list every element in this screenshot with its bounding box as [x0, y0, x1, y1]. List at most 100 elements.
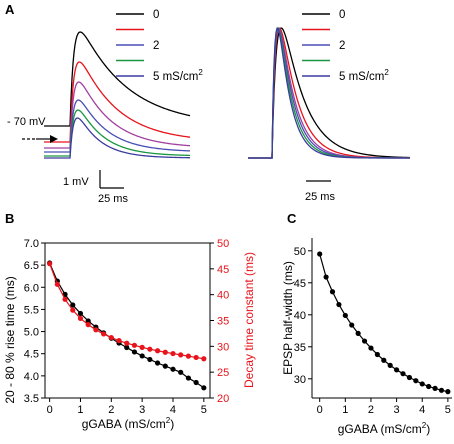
c-ytick-label: 40	[294, 310, 306, 322]
legend-label: 2	[339, 40, 345, 52]
b-point	[185, 375, 192, 381]
c-xtick-label: 4	[419, 404, 425, 416]
trace-left	[44, 81, 191, 149]
b-ytick-label: 4.5	[24, 349, 39, 361]
b-ytick-right-label: 35	[217, 316, 229, 328]
c-point	[355, 330, 361, 336]
trace-right	[248, 27, 410, 159]
b-xtick-label: 4	[170, 404, 176, 416]
legend-label: 0	[339, 9, 345, 21]
b-point	[162, 349, 168, 355]
b-point	[70, 302, 76, 308]
c-xtick-label: 5	[445, 404, 451, 416]
b-point	[100, 331, 107, 337]
scale-voltage-label: 1 mV	[63, 176, 89, 188]
b-series-line	[49, 262, 205, 389]
c-series-line	[319, 253, 448, 393]
b-point	[201, 385, 207, 391]
legend-label: 2	[153, 40, 159, 52]
b-point	[47, 261, 53, 267]
trace-left	[44, 31, 191, 127]
c-point	[419, 381, 425, 387]
b-xtick-label: 3	[139, 404, 145, 416]
resting-potential-label: - 70 mV	[7, 116, 46, 128]
b-point	[77, 310, 84, 317]
b-ytick-label: 5.5	[24, 304, 39, 316]
c-point	[381, 357, 387, 363]
b-xtick-label: 0	[47, 404, 53, 416]
b-ytick-right-label: 45	[217, 264, 229, 276]
c-point	[342, 312, 348, 319]
c-point	[361, 338, 368, 344]
c-ytick-label: 35	[294, 342, 306, 354]
legend-label: 5 mS/cm2	[339, 68, 389, 83]
b-point	[170, 350, 176, 357]
b-point	[131, 349, 138, 355]
c-point	[323, 274, 329, 280]
b-point	[77, 315, 84, 322]
panel-label-c: C	[287, 211, 297, 226]
trace-left	[44, 109, 191, 157]
c-point	[432, 385, 438, 391]
scale-bar-left	[99, 170, 124, 189]
b-ytick-right-label: 40	[217, 290, 229, 302]
b-point	[108, 334, 114, 341]
b-frame	[44, 242, 211, 399]
b-point	[139, 353, 145, 359]
trace-left	[44, 117, 191, 159]
c-ytick-label: 45	[294, 278, 306, 290]
b-xtick-label: 1	[77, 404, 83, 416]
b-ylabel-right: Decay time constant (ms)	[242, 252, 256, 388]
b-ytick-label: 5.0	[24, 327, 39, 339]
b-point	[178, 352, 184, 358]
c-point	[413, 378, 419, 384]
c-point	[394, 367, 400, 373]
c-xtick-label: 1	[342, 404, 348, 416]
c-point	[329, 289, 336, 295]
b-point	[162, 363, 168, 369]
b-point	[201, 356, 207, 362]
c-point	[317, 251, 323, 257]
c-point	[374, 351, 380, 358]
legend-label: 5 mS/cm2	[153, 68, 203, 83]
b-point	[124, 344, 130, 351]
c-point	[426, 383, 432, 390]
b-xlabel: gGABA (mS/cm2)	[82, 416, 174, 431]
panel-a-left-traces	[44, 31, 191, 159]
b-point	[147, 356, 153, 363]
b-point	[62, 296, 68, 302]
b-ytick-label: 6.0	[24, 282, 39, 294]
b-point	[193, 379, 199, 386]
legend-right: 0 2 5 mS/cm2	[302, 9, 389, 83]
b-ylabel: 20 - 80 % rise time (ms)	[3, 276, 17, 403]
legend-left: 0 2 5 mS/cm2	[116, 9, 203, 83]
resting-arrow	[22, 135, 58, 143]
c-point	[406, 374, 413, 381]
b-xtick-label: 2	[108, 404, 114, 416]
c-point	[400, 371, 406, 377]
right-scale-time-label: 25 ms	[305, 191, 335, 203]
c-xtick-label: 3	[394, 404, 400, 416]
b-ytick-label: 7.0	[24, 238, 39, 250]
b-point	[124, 340, 130, 346]
c-point	[445, 389, 451, 395]
b-point	[178, 369, 184, 375]
b-point	[93, 327, 99, 333]
b-point	[193, 354, 199, 361]
panel-label-a: A	[5, 2, 15, 17]
b-ytick-right-label: 25	[217, 367, 229, 379]
c-ytick-label: 30	[294, 374, 306, 386]
trace-left	[44, 99, 191, 153]
b-point	[154, 348, 161, 354]
c-ytick-label: 50	[294, 246, 306, 258]
c-point	[368, 345, 374, 351]
trace-right	[248, 27, 411, 159]
b-point	[54, 281, 60, 287]
b-ytick-right-label: 30	[217, 341, 229, 353]
panel-label-b: B	[5, 211, 14, 226]
b-ytick-right-label: 20	[217, 393, 229, 405]
b-point	[147, 346, 153, 352]
b-point	[131, 342, 138, 348]
